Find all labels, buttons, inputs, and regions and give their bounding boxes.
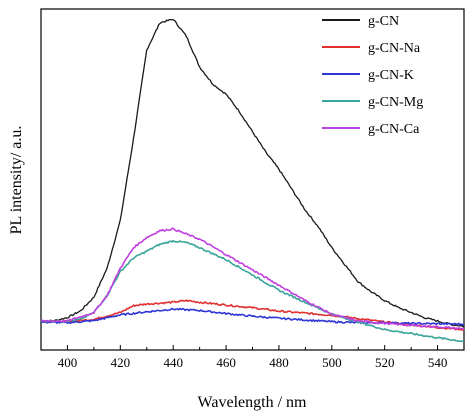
x-tick-label: 420: [111, 355, 131, 370]
x-tick-label: 520: [375, 355, 395, 370]
x-axis-title: Wavelength / nm: [198, 394, 307, 411]
x-tick-label: 540: [428, 355, 448, 370]
y-axis-title: PL intensity/ a.u.: [8, 126, 25, 235]
x-tick-label: 440: [163, 355, 183, 370]
x-axis-ticks: 400 420 440 460 480 500 520 540: [40, 345, 465, 370]
legend-label: g-CN-K: [368, 68, 414, 83]
x-tick-label: 460: [216, 355, 236, 370]
series-line-g-cn: [40, 18, 465, 328]
legend-label: g-CN-Mg: [368, 95, 423, 110]
x-tick-label: 480: [269, 355, 289, 370]
series-line-g-cn-na: [40, 299, 465, 331]
legend-label: g-CN: [368, 14, 399, 29]
series-layer: [40, 18, 465, 343]
legend-label: g-CN-Na: [368, 41, 421, 56]
x-tick-label: 500: [322, 355, 342, 370]
legend: g-CN g-CN-Na g-CN-K g-CN-Mg g-CN-Ca: [322, 14, 423, 137]
legend-label: g-CN-Ca: [368, 122, 420, 137]
series-line-g-cn-mg: [40, 239, 465, 343]
x-tick-label: 400: [58, 355, 78, 370]
series-line-g-cn-ca: [40, 227, 465, 331]
